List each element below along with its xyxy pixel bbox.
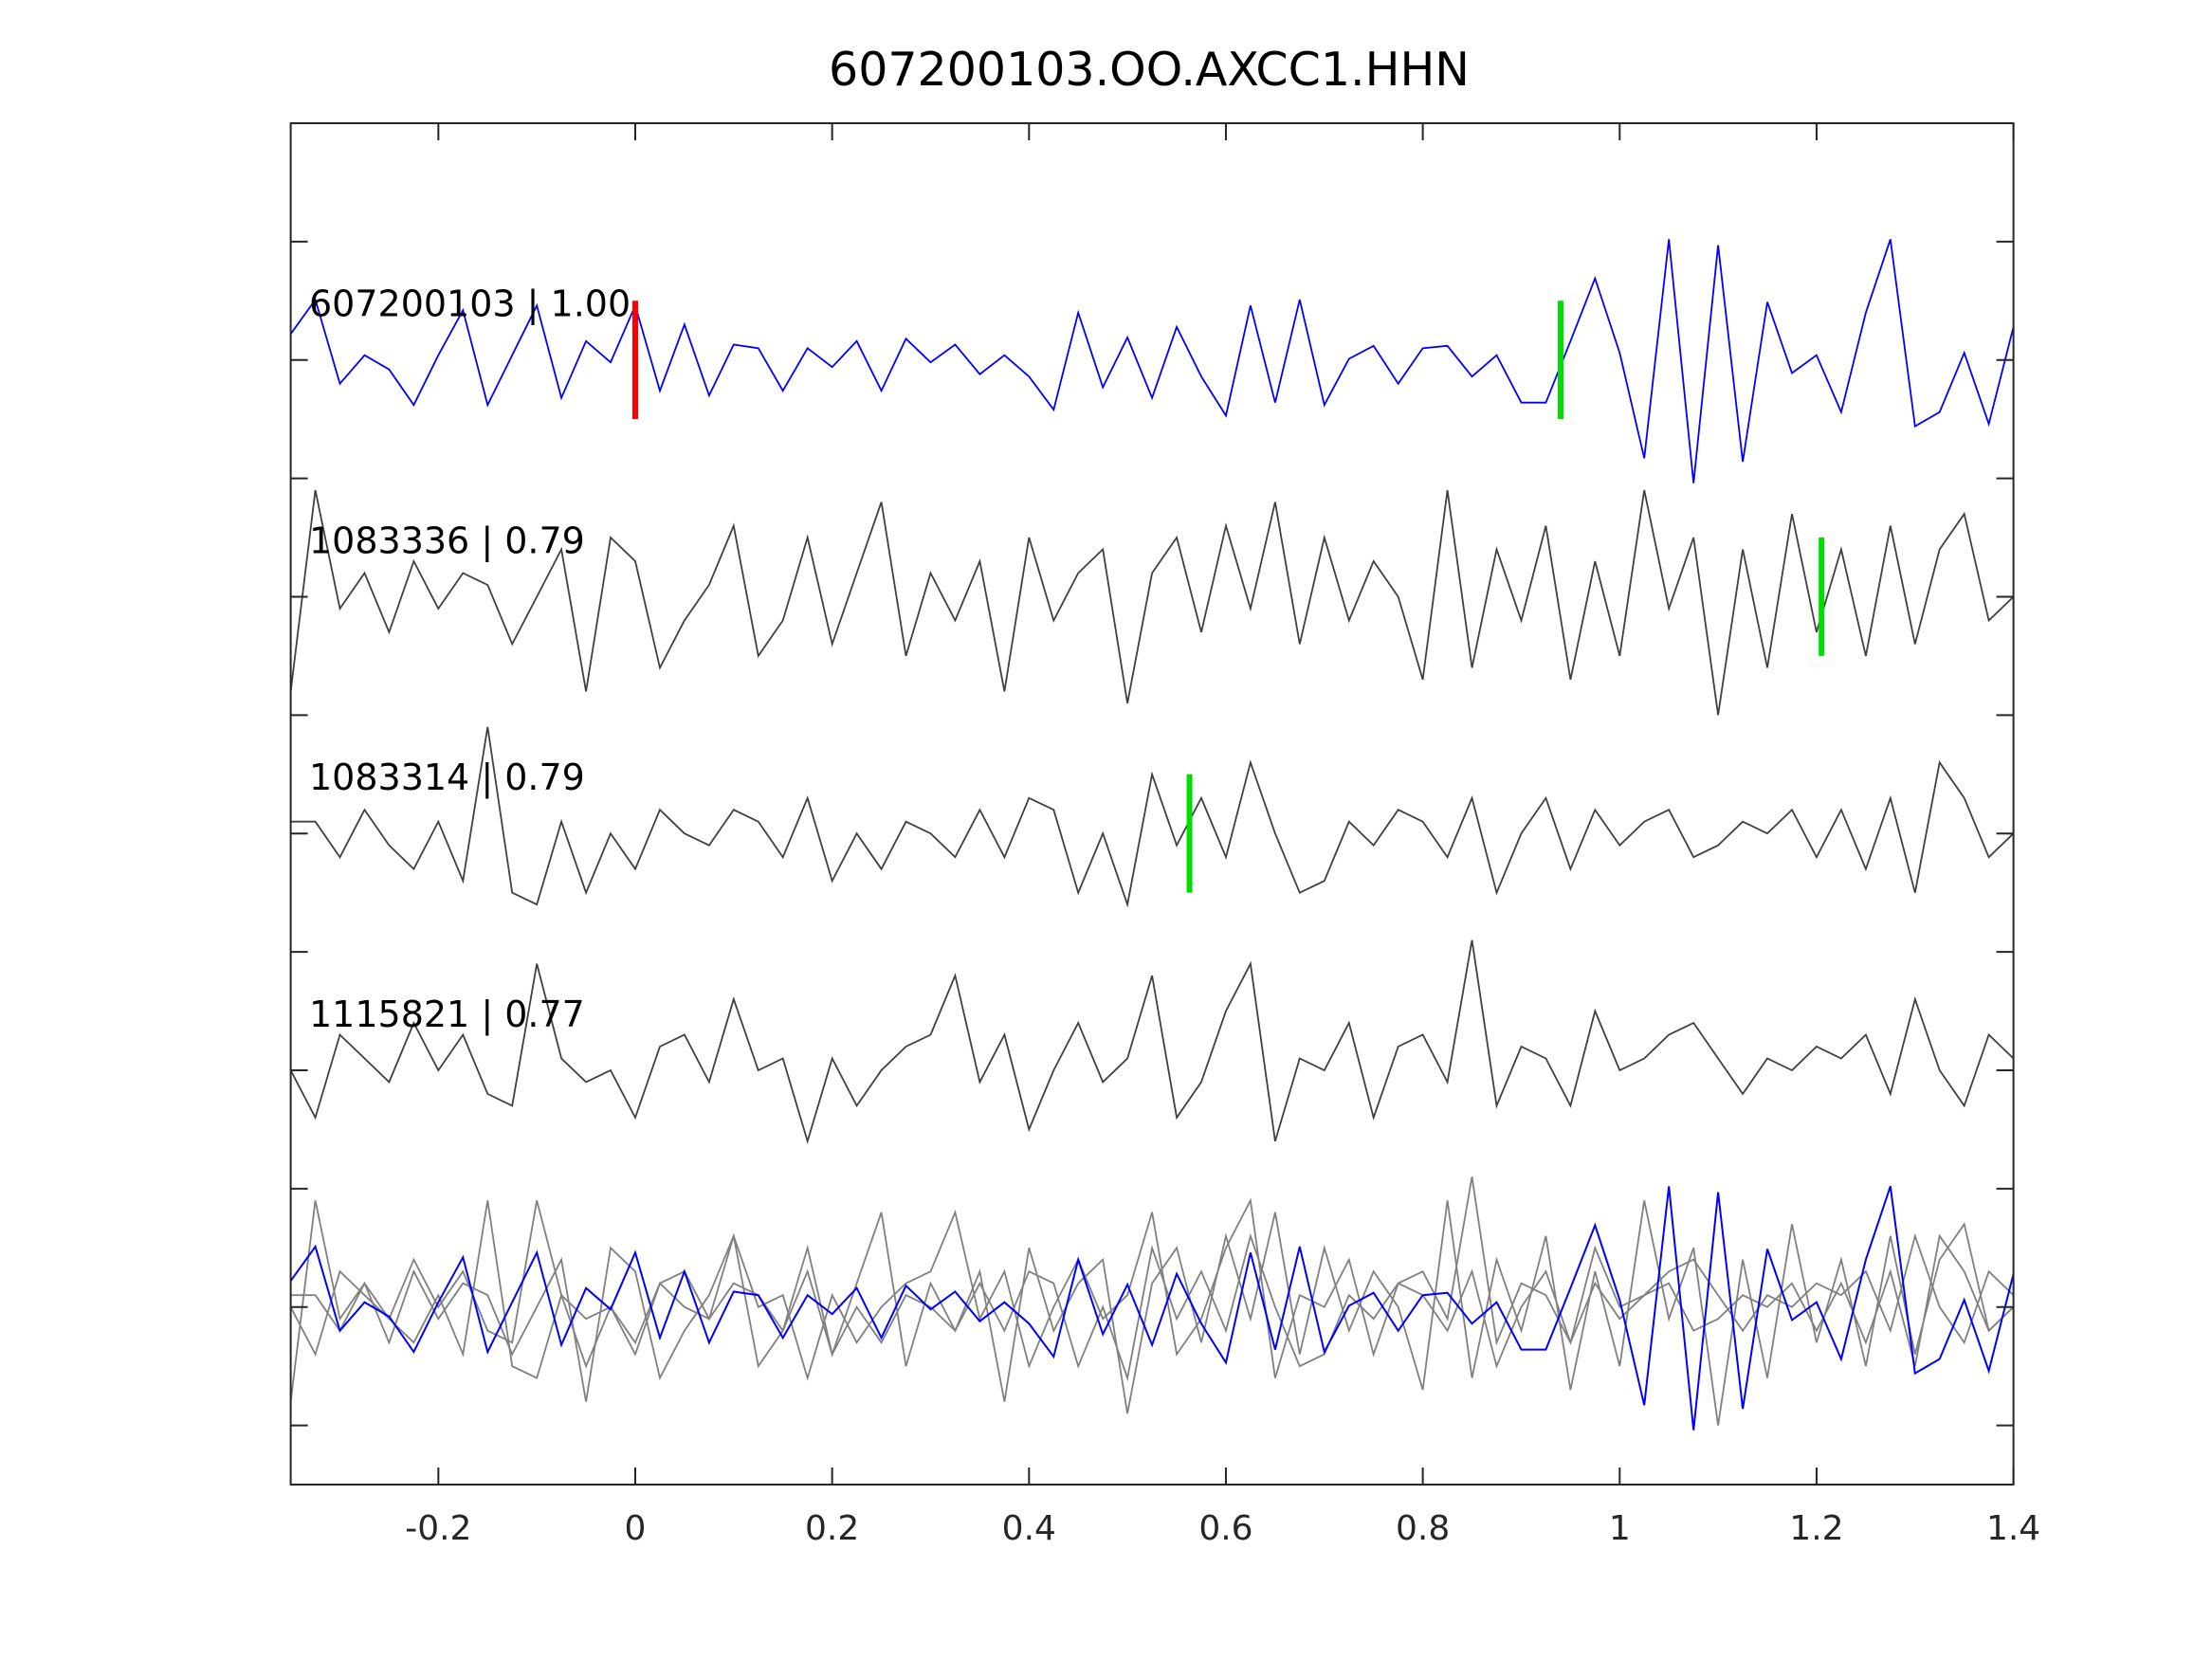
overlay-trace-1083336: [289, 1200, 2015, 1426]
x-tick-label: 1.2: [1789, 1509, 1843, 1548]
trace-label: 1083336 | 0.79: [309, 520, 585, 562]
trace-1115821: [289, 939, 2015, 1145]
x-tick-label: 1: [1609, 1509, 1631, 1548]
x-tick-label: 0.2: [805, 1509, 859, 1548]
x-tick-label: 1.4: [1986, 1509, 2040, 1548]
overlay-trace-1083314: [290, 1200, 2015, 1382]
x-tick-label: -0.2: [405, 1509, 471, 1548]
trace-label: 607200103 | 1.00: [309, 283, 631, 326]
trace-1083336: [289, 489, 2015, 716]
trace-607200103: [289, 239, 2015, 483]
chart-title: 607200103.OO.AXCC1.HHN: [829, 43, 1470, 97]
overlay-trace-1115821: [289, 1176, 2015, 1381]
x-tick-label: 0.6: [1198, 1509, 1252, 1548]
x-tick-label: 0.4: [1002, 1509, 1056, 1548]
trace-label: 1115821 | 0.77: [309, 994, 585, 1036]
overlay-trace-607200103: [289, 1185, 2015, 1431]
trace-1083314: [290, 726, 2015, 908]
trace-label: 1083314 | 0.79: [309, 757, 585, 799]
x-tick-label: 0.8: [1396, 1509, 1450, 1548]
plot-frame: [289, 122, 2015, 1486]
x-tick-label: 0: [625, 1509, 647, 1548]
